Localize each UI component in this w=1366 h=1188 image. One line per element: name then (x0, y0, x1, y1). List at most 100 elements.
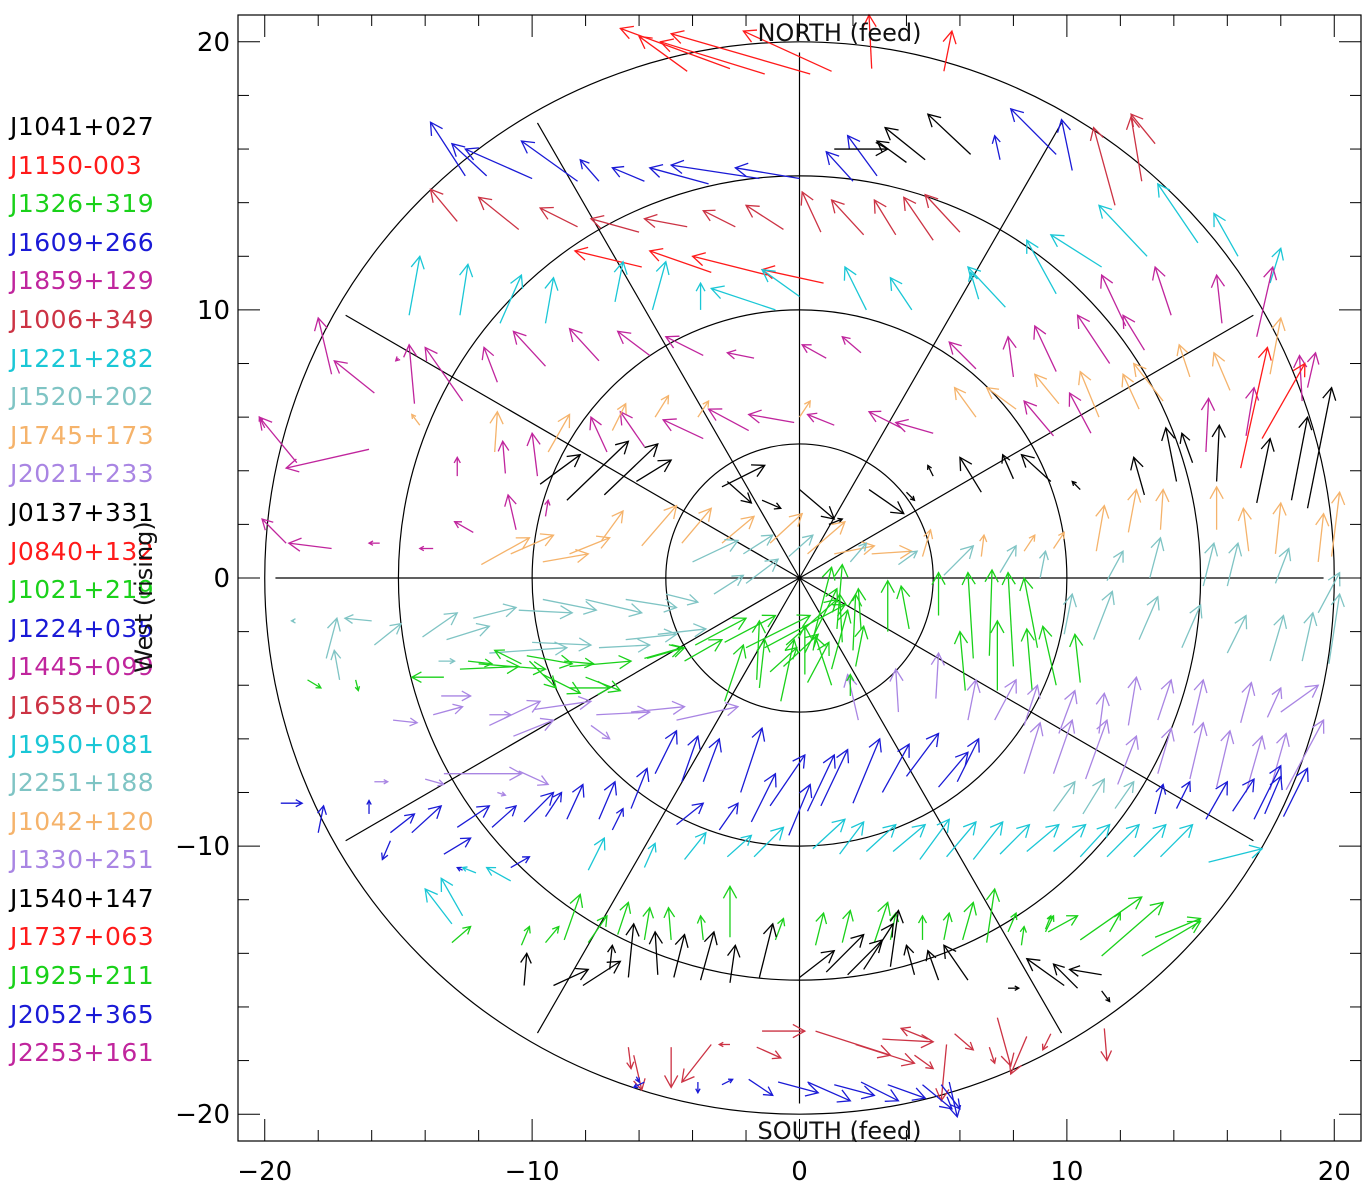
vector-arrow (367, 540, 380, 546)
vector-arrow (596, 705, 652, 720)
vector-head (903, 196, 917, 211)
vector-arrow (566, 783, 585, 820)
vector-head (830, 198, 845, 214)
vector-head (854, 624, 869, 640)
vector-head (510, 273, 524, 289)
vector-head (1004, 678, 1017, 694)
vector-head (663, 906, 676, 919)
vector-head (1150, 536, 1165, 552)
vector-arrow (745, 558, 780, 584)
vector-shaft (1330, 492, 1341, 557)
vector-arrow (1009, 107, 1057, 155)
vector-shaft (943, 912, 950, 941)
vector-head (258, 416, 273, 431)
vector-head (770, 826, 785, 841)
vector-head (1149, 901, 1165, 916)
vector-arrow (1117, 734, 1139, 785)
vector-head (619, 25, 634, 40)
vector-head (619, 901, 632, 914)
legend-entry: J1150-003 (10, 150, 143, 180)
vector-arrow (843, 673, 859, 721)
vector-head (1002, 335, 1017, 350)
vector-shaft (1157, 183, 1199, 244)
vector-arrow (1098, 204, 1148, 257)
vector-head (452, 703, 464, 715)
vector-shaft (539, 454, 581, 485)
vector-head (1033, 324, 1047, 340)
vector-head (450, 142, 466, 157)
vector-arrow (325, 616, 341, 659)
vector-shaft (1007, 912, 1017, 933)
vector-head (669, 159, 685, 174)
vector-shaft (1052, 781, 1076, 812)
vector-arrow (1033, 324, 1057, 372)
vector-shaft (708, 408, 750, 432)
vector-head (948, 1104, 962, 1119)
vector-arrow (544, 276, 559, 324)
vector-shaft (743, 30, 832, 72)
vector-arrow (607, 943, 617, 970)
vector-head (686, 593, 700, 606)
vector-shaft (424, 888, 453, 925)
vector-arrow (513, 717, 555, 737)
vector-shaft (905, 945, 916, 975)
vector-arrow (1068, 391, 1092, 434)
vector-arrow (589, 415, 608, 453)
vector-head (804, 633, 820, 648)
vector-arrow (381, 840, 392, 861)
vector-head (967, 737, 980, 753)
vector-arrow (464, 147, 533, 180)
vector-head (1101, 590, 1115, 606)
vector-shaft (670, 33, 811, 75)
vector-shaft (954, 1033, 974, 1051)
vector-arrow (443, 766, 523, 781)
vector-head (800, 190, 814, 206)
vector-shaft (1157, 679, 1172, 721)
vector-arrow (1157, 182, 1199, 244)
vector-arrow (611, 402, 627, 431)
vector-arrow (625, 922, 640, 978)
vector-arrow (905, 491, 916, 502)
vector-head (663, 504, 678, 520)
vector-arrow (451, 925, 472, 944)
vector-arrow (589, 214, 640, 233)
vector-shaft (726, 481, 752, 504)
vector-arrow (967, 271, 980, 300)
vector-arrow (582, 960, 622, 987)
vector-shaft (807, 521, 846, 555)
vector-arrow (1041, 1033, 1052, 1052)
vector-shaft (523, 792, 554, 823)
vector-shaft (857, 588, 862, 629)
vector-shaft (807, 413, 835, 426)
vector-head (660, 394, 670, 405)
vector-shaft (718, 802, 739, 831)
vector-head (578, 637, 593, 652)
vector-head (595, 535, 611, 549)
vector-head (1069, 632, 1084, 648)
vector-arrow (889, 667, 904, 713)
vector-arrow (1025, 957, 1065, 987)
vector-shaft (1208, 848, 1263, 863)
vector-shaft (1226, 615, 1247, 654)
vector-arrow (534, 695, 593, 711)
vector-head (1298, 415, 1313, 431)
vector-head (493, 649, 505, 660)
vector-arrow (733, 162, 800, 180)
vector-head (505, 804, 518, 817)
vector-head (410, 671, 422, 684)
vector-arrow (707, 408, 750, 432)
vector-shaft (486, 866, 512, 882)
vector-shaft (381, 840, 392, 860)
vector-arrow (956, 737, 980, 783)
vector-head (1066, 915, 1079, 926)
vector-head (410, 254, 425, 270)
vector-shaft (456, 805, 490, 828)
vector-shaft (1280, 684, 1319, 713)
legend-entry: J1006+349 (10, 304, 155, 334)
vector-shaft (970, 272, 980, 300)
vector-shaft (761, 269, 800, 298)
vector-head (756, 638, 771, 653)
vector-shaft (681, 1044, 712, 1083)
vector-head (927, 464, 932, 470)
vector-shaft (569, 328, 600, 362)
